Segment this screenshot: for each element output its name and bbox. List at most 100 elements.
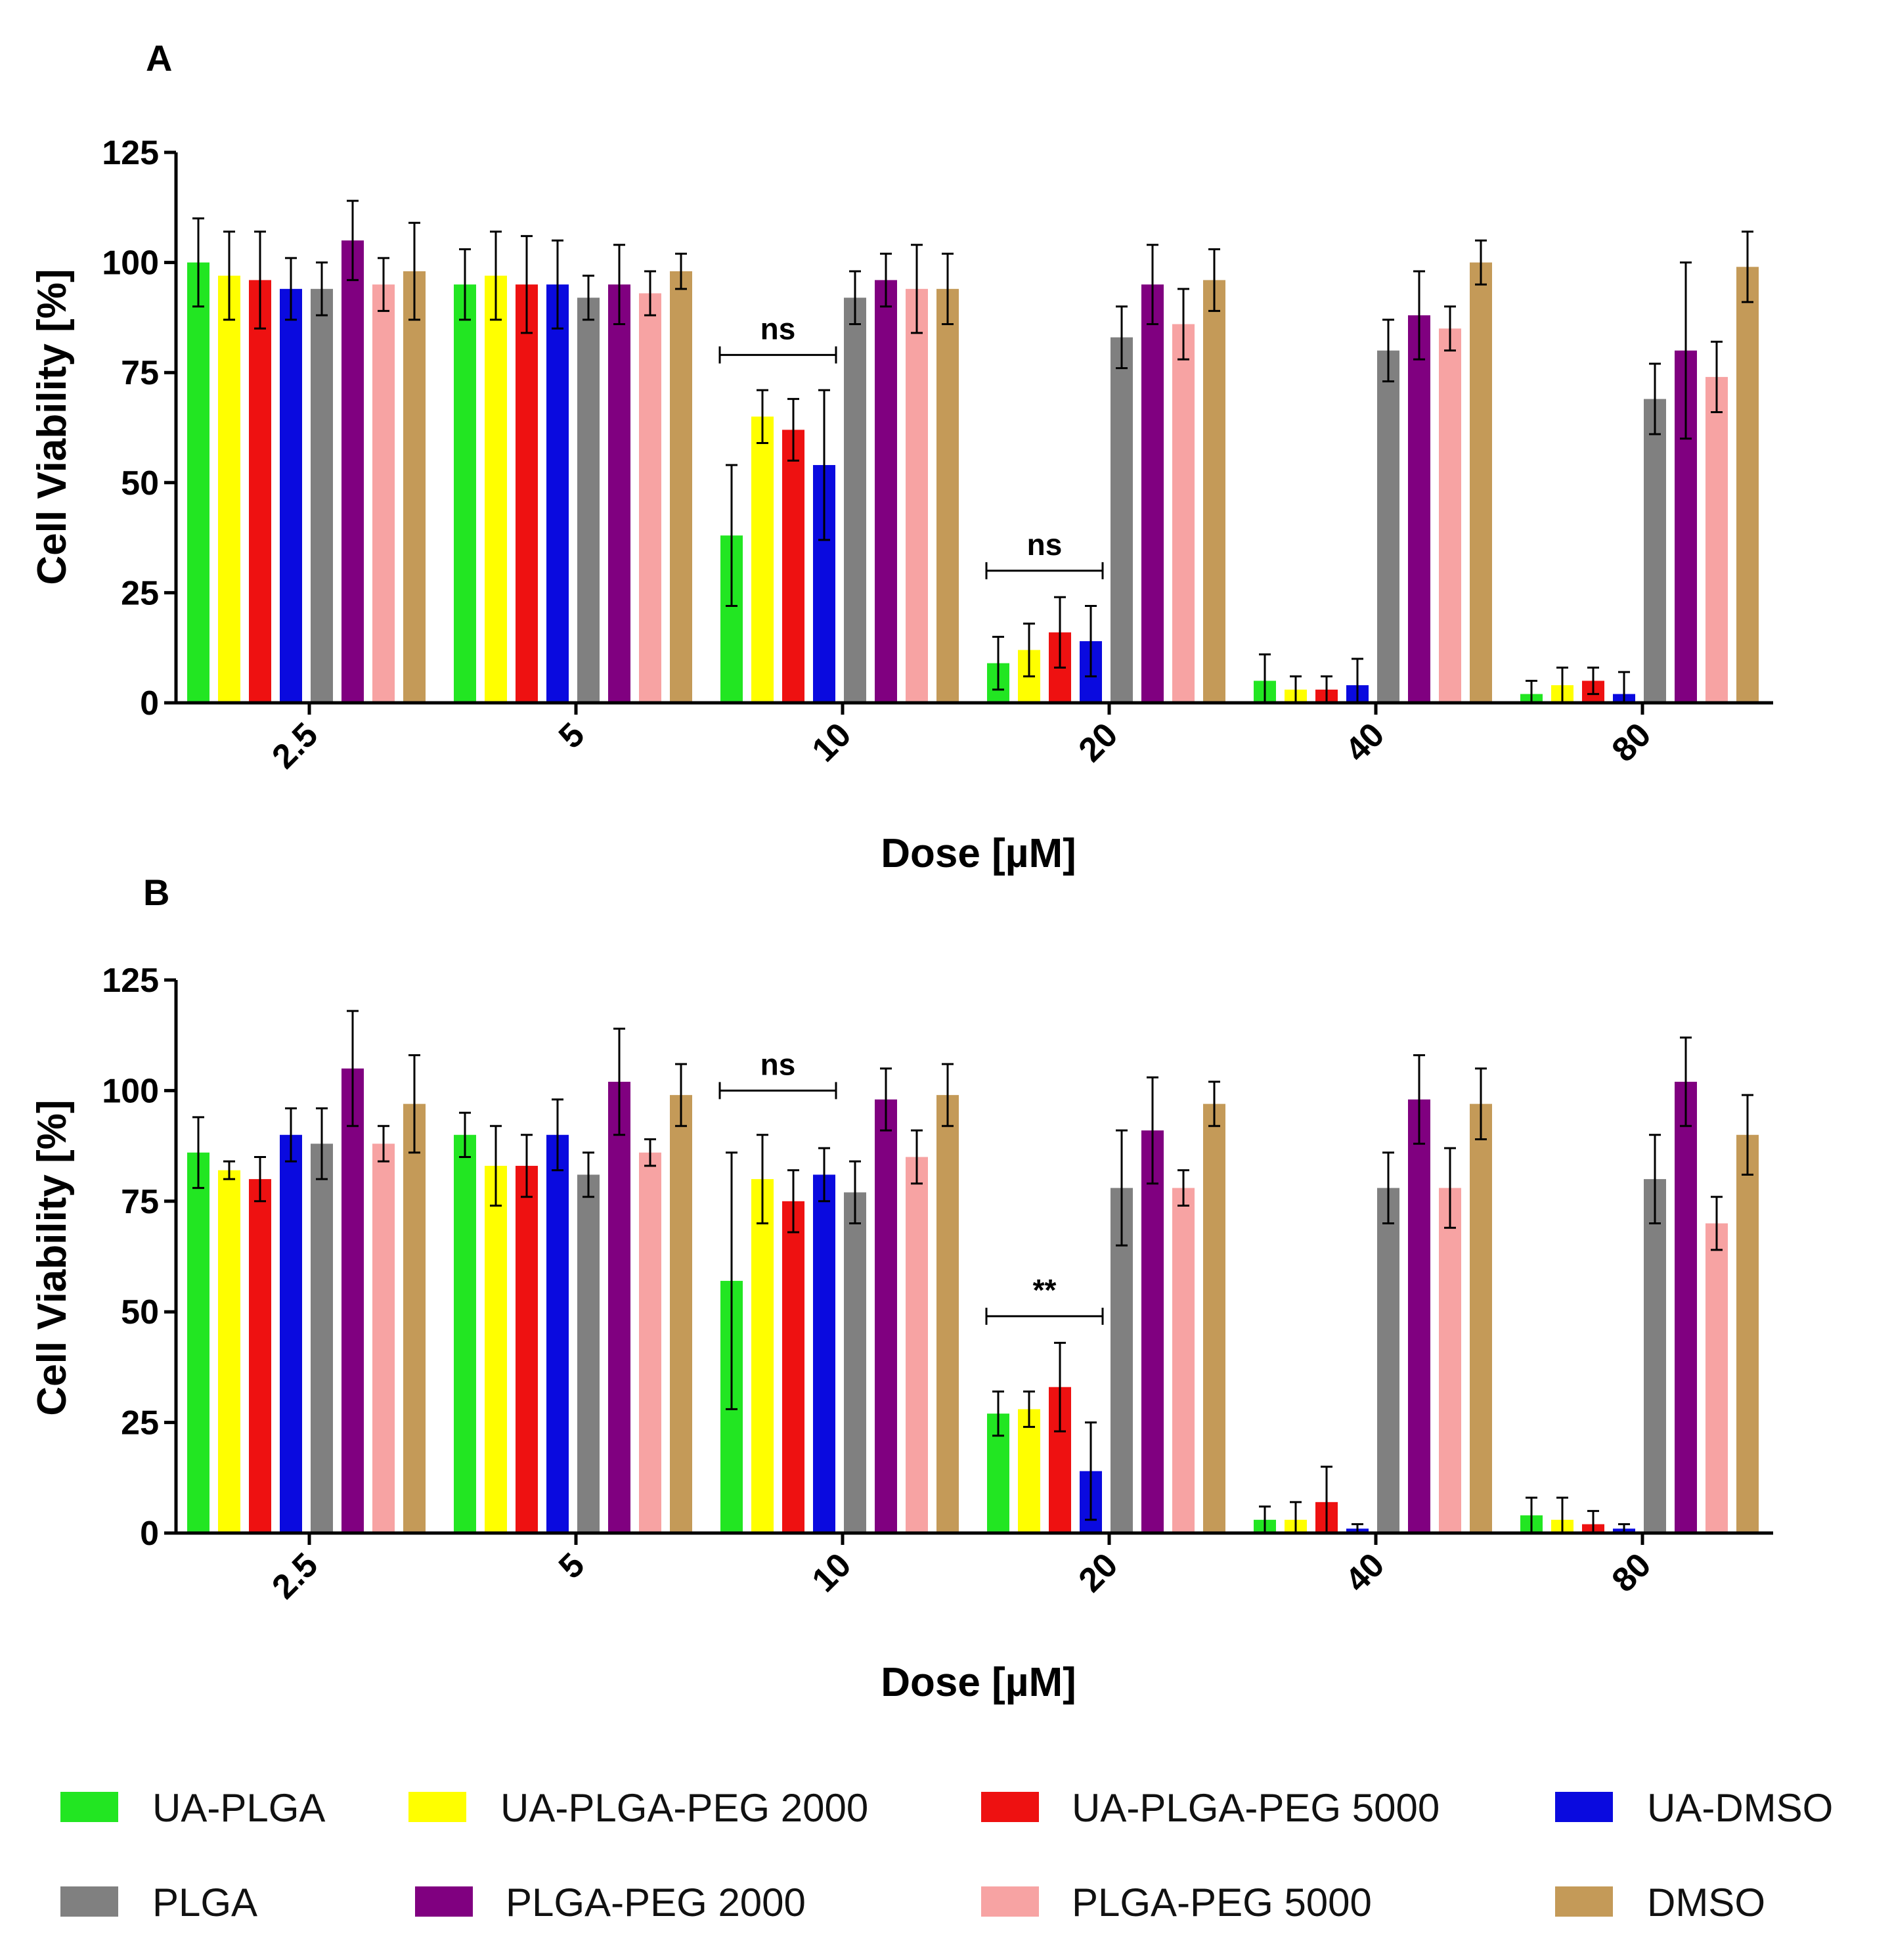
panel-b-y-tick-label-125: 125 xyxy=(102,962,159,1000)
panel-b-bar-plga-80 xyxy=(1644,1179,1666,1533)
panel-a-bar-plga-peg-5000-2-5 xyxy=(372,284,395,703)
panel-a-y-tick-label-75: 75 xyxy=(121,354,159,392)
legend-swatch-plga-peg-5000 xyxy=(981,1886,1039,1917)
panel-a-bar-ua-plga-peg-5000-10 xyxy=(782,430,804,703)
panel-b-y-tick-label-75: 75 xyxy=(121,1183,159,1221)
panel-a-bar-plga-peg-5000-20 xyxy=(1172,324,1195,703)
panel-a-error-bar-plga-peg-2000-40 xyxy=(1413,270,1425,361)
panel-b-bar-plga-peg-5000-40 xyxy=(1439,1188,1461,1533)
panel-b-x-tick-label-2-5: 2.5 xyxy=(265,1546,325,1606)
panel-b-error-bar-ua-plga-5 xyxy=(459,1111,471,1158)
panel-a-y-tick-label-125: 125 xyxy=(102,134,159,172)
panel-a-error-bar-ua-plga-20 xyxy=(992,635,1004,691)
panel-a-error-bar-dmso-20 xyxy=(1208,248,1220,312)
panel-a-error-bar-plga-peg-5000-2-5 xyxy=(378,257,389,312)
panel-b-error-bar-plga-peg-2000-80 xyxy=(1680,1036,1692,1127)
panel-b-bar-plga-peg-2000-20 xyxy=(1141,1130,1164,1533)
panel-b-significance-bracket-1 xyxy=(718,1082,837,1100)
panel-b-x-axis-title: Dose [µM] xyxy=(881,1660,1076,1705)
panel-b-error-bar-plga-peg-5000-20 xyxy=(1177,1169,1189,1207)
panel-a-error-bar-plga-80 xyxy=(1649,363,1661,435)
panel-b-error-bar-plga-peg-2000-40 xyxy=(1413,1054,1425,1145)
panel-a-bar-ua-plga-5 xyxy=(454,284,476,703)
panel-b-bar-plga-peg-2000-80 xyxy=(1675,1081,1697,1533)
panel-b-bar-dmso-5 xyxy=(670,1095,692,1533)
panel-b-bar-dmso-20 xyxy=(1203,1103,1225,1533)
panel-b-bar-plga-peg-5000-20 xyxy=(1172,1188,1195,1533)
panel-b-bar-plga-peg-2000-10 xyxy=(875,1099,897,1533)
panel-a-bar-plga-5 xyxy=(577,298,600,703)
panel-b-error-bar-plga-peg-5000-40 xyxy=(1444,1147,1456,1229)
panel-b-bar-plga-peg-5000-5 xyxy=(639,1152,661,1533)
panel-a-error-bar-plga-peg-5000-40 xyxy=(1444,305,1456,352)
legend-label-plga-peg-5000: PLGA-PEG 5000 xyxy=(1072,1881,1372,1925)
legend-swatch-plga xyxy=(60,1886,118,1917)
panel-b-error-bar-ua-plga-peg-2000-2-5 xyxy=(223,1160,235,1180)
panel-b-bar-ua-plga-peg-2000-20 xyxy=(1018,1409,1040,1533)
legend-swatch-ua-plga-peg-5000 xyxy=(981,1792,1039,1822)
panel-b-bar-plga-5 xyxy=(577,1174,600,1533)
panel-a-error-bar-plga-peg-2000-5 xyxy=(613,244,625,325)
panel-b-bar-ua-plga-2-5 xyxy=(187,1152,209,1533)
panel-b-error-bar-plga-20 xyxy=(1116,1129,1128,1247)
panel-a-error-bar-dmso-80 xyxy=(1742,231,1753,303)
panel-a-bar-ua-plga-peg-5000-2-5 xyxy=(249,280,271,703)
panel-a-bar-plga-peg-5000-80 xyxy=(1705,376,1728,703)
panel-b-bar-ua-dmso-5 xyxy=(546,1134,569,1533)
legend-swatch-plga-peg-2000 xyxy=(415,1886,473,1917)
panel-a-bar-plga-peg-5000-10 xyxy=(906,288,928,703)
panel-b-error-bar-dmso-40 xyxy=(1475,1067,1487,1140)
panel-a-x-tick-label-20: 20 xyxy=(1072,715,1126,769)
legend-swatch-ua-dmso xyxy=(1555,1792,1613,1822)
panel-b-bar-plga-10 xyxy=(844,1192,866,1533)
panel-a-significance-label-1: ns xyxy=(760,311,796,345)
panel-a-bar-plga-20 xyxy=(1111,337,1133,703)
panel-b-error-bar-plga-40 xyxy=(1382,1151,1394,1224)
panel-a-error-bar-plga-peg-2000-80 xyxy=(1680,261,1692,440)
panel-a-bar-dmso-5 xyxy=(670,271,692,703)
panel-a-error-bar-ua-plga-peg-2000-2-5 xyxy=(223,231,235,321)
panel-a-error-bar-ua-plga-peg-5000-80 xyxy=(1587,666,1599,696)
panel-b-error-bar-plga-5 xyxy=(583,1151,594,1198)
panel-a-bar-plga-2-5 xyxy=(311,288,333,703)
panel-a-bar-plga-10 xyxy=(844,298,866,703)
panel-b-y-tick-label-100: 100 xyxy=(102,1072,159,1110)
panel-a-error-bar-plga-peg-5000-5 xyxy=(644,270,656,317)
panel-b-error-bar-plga-peg-2000-5 xyxy=(613,1027,625,1136)
panel-a-bar-plga-peg-2000-20 xyxy=(1141,284,1164,703)
panel-a-error-bar-dmso-2-5 xyxy=(408,221,420,321)
panel-b-y-axis-title: Cell Viability [%] xyxy=(30,1100,75,1415)
panel-b-error-bar-ua-plga-peg-5000-20 xyxy=(1054,1341,1066,1433)
panel-a-bar-ua-dmso-5 xyxy=(546,284,569,703)
panel-a-error-bar-ua-plga-peg-5000-2-5 xyxy=(254,231,266,330)
panel-b-bar-plga-peg-5000-2-5 xyxy=(372,1144,395,1533)
panel-a-x-tick-label-80: 80 xyxy=(1605,715,1659,769)
panel-a-bar-dmso-40 xyxy=(1470,262,1492,703)
panel-a-bar-plga-80 xyxy=(1644,399,1666,703)
panel-b-error-bar-ua-plga-peg-2000-10 xyxy=(757,1134,768,1224)
panel-b-bar-plga-peg-5000-10 xyxy=(906,1157,928,1533)
panel-b-error-bar-plga-10 xyxy=(849,1160,861,1224)
panel-a-bar-ua-plga-peg-2000-10 xyxy=(751,416,774,703)
panel-b-error-bar-dmso-80 xyxy=(1742,1094,1753,1176)
legend-label-ua-plga-peg-2000: UA-PLGA-PEG 2000 xyxy=(500,1786,868,1830)
panel-a-bar-ua-dmso-2-5 xyxy=(280,288,302,703)
panel-b-error-bar-plga-80 xyxy=(1649,1134,1661,1224)
panel-b-bar-ua-plga-peg-5000-10 xyxy=(782,1201,804,1533)
panel-a-x-axis-title: Dose [µM] xyxy=(881,831,1076,876)
panel-a-error-bar-ua-dmso-2-5 xyxy=(285,257,297,321)
panel-b-chart: 0 25 50 75 100 125 2.5 5 10 20 40 80 ns ** xyxy=(102,962,1773,1607)
panel-letter-b: B xyxy=(143,872,169,913)
panel-a-y-tick-label-25: 25 xyxy=(121,574,159,612)
panel-a-y-tick-label-100: 100 xyxy=(102,244,159,282)
panel-b-significance-label-2: ** xyxy=(1033,1273,1057,1307)
panel-a-bar-plga-peg-2000-40 xyxy=(1408,315,1430,703)
panel-b-error-bar-plga-peg-2000-10 xyxy=(880,1067,892,1132)
panel-a-x-tick-label-10: 10 xyxy=(805,715,859,769)
panel-b-error-bar-dmso-2-5 xyxy=(408,1054,420,1154)
panel-b-bar-ua-dmso-10 xyxy=(813,1174,835,1533)
panel-a-error-bar-plga-10 xyxy=(849,270,861,325)
panel-b-error-bar-ua-plga-peg-2000-20 xyxy=(1023,1390,1035,1428)
panel-a-significance-label-2: ns xyxy=(1027,527,1063,562)
panel-a-x-tick-label-40: 40 xyxy=(1338,715,1392,769)
